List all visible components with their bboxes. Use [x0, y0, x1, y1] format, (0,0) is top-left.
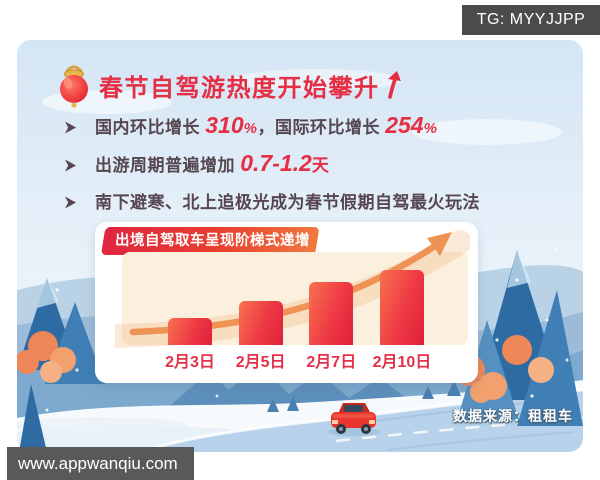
tg-contact-label: TG: MYYJJPP	[476, 11, 586, 28]
bullet-text: 出游周期普遍增加 0.7-1.2天	[95, 150, 330, 176]
bullet-arrow-icon	[65, 196, 76, 209]
chart-title: 出境自驾取车呈现阶梯式递增	[115, 233, 310, 249]
poster-title: 春节自驾游热度开始攀升	[99, 74, 380, 102]
bar-column	[296, 282, 366, 345]
bar-column	[155, 318, 225, 345]
domestic-growth-value: 310	[205, 112, 244, 138]
duration-increase-value: 0.7-1.2	[240, 150, 312, 176]
bar-label: 2月5日	[235, 354, 286, 371]
bullet-trip-duration: 出游周期普遍增加 0.7-1.2天	[63, 150, 543, 177]
international-growth-value: 254	[385, 112, 424, 138]
bullet-text: 南下避寒、北上追极光成为春节假期自驾最火玩法	[95, 193, 480, 212]
bullet-arrow-icon	[65, 159, 76, 172]
bar-2月10日	[379, 270, 424, 345]
bullet-domestic-growth: 国内环比增长 310%，国际环比增长 254%	[63, 112, 543, 139]
poster-card: 春节自驾游热度开始攀升 国内环比增长 310%，国际环比增长 254% 出游周期…	[17, 40, 583, 452]
bullet-popular-routes: 南下避寒、北上追极光成为春节假期自驾最火玩法	[63, 188, 543, 213]
bar-column	[367, 270, 437, 345]
label-group: 2月3日 2月5日 2月7日 2月10日	[155, 348, 437, 372]
data-source-label: 数据来源：租租车	[453, 408, 573, 424]
bar-group	[155, 252, 437, 345]
tg-contact-tag: TG: MYYJJPP	[462, 5, 600, 35]
red-car-illustration	[327, 403, 379, 436]
rising-arrow-icon	[387, 71, 401, 99]
poster-title-row: 春节自驾游热度开始攀升	[53, 62, 403, 108]
bar-2月5日	[238, 301, 283, 345]
chart-title-ribbon: 出境自驾取车呈现阶梯式递增	[101, 227, 315, 255]
bar-2月3日	[168, 318, 212, 345]
bar-chart-card: 出境自驾取车呈现阶梯式递增 2月3日 2月5日 2月7日 2月10日	[95, 222, 478, 383]
watermark-bar: www.appwanqiu.com	[7, 447, 194, 480]
watermark-url: www.appwanqiu.com	[18, 453, 178, 473]
bar-label: 2月10日	[372, 354, 432, 371]
highlight-bullet-list: 国内环比增长 310%，国际环比增长 254% 出游周期普遍增加 0.7-1.2…	[63, 112, 543, 213]
bullet-arrow-icon	[65, 121, 76, 134]
bar-2月7日	[309, 282, 354, 345]
bullet-text: 国内环比增长 310%，国际环比增长 254%	[95, 112, 438, 138]
red-lantern-icon	[60, 65, 88, 108]
bar-label: 2月7日	[306, 354, 357, 371]
bar-column	[226, 301, 296, 345]
bar-label: 2月3日	[165, 354, 215, 371]
